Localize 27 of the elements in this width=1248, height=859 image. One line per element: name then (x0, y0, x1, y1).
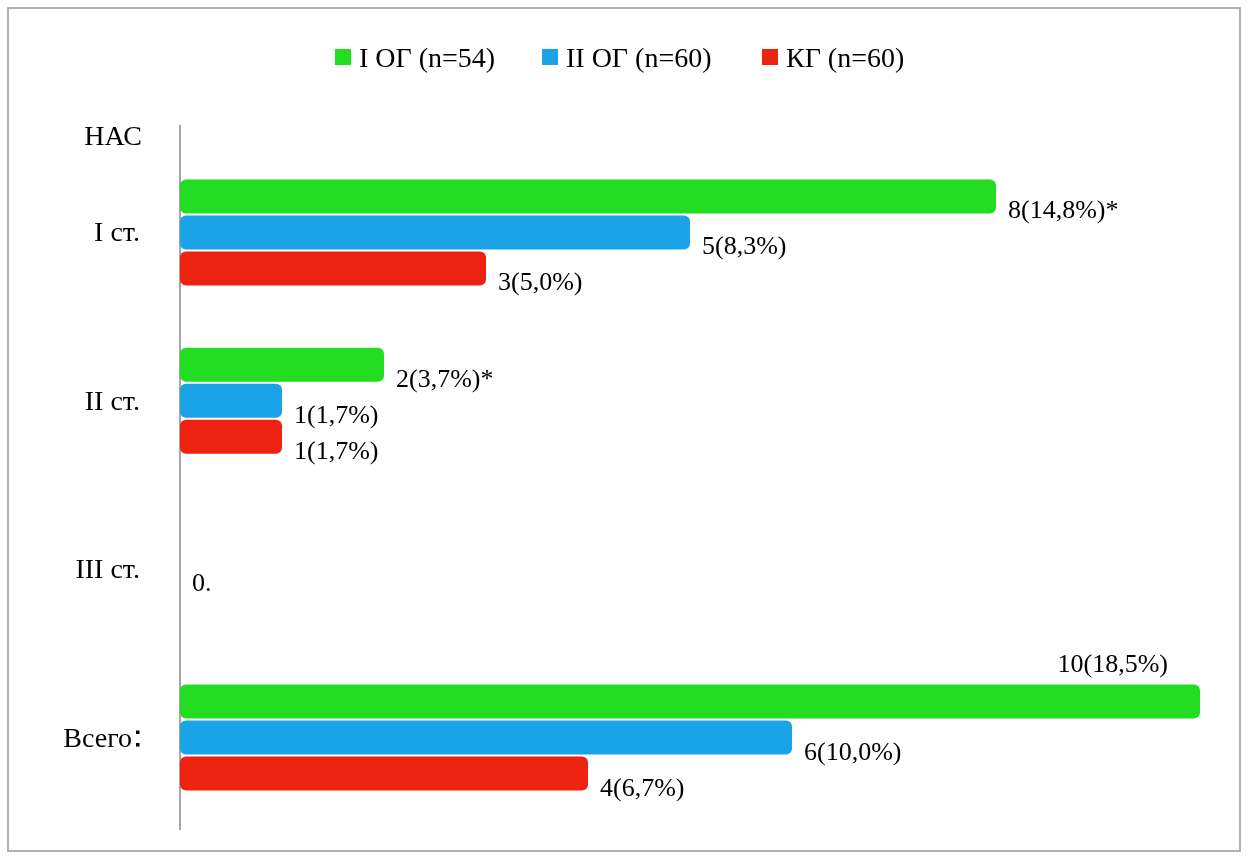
data-label: 0. (192, 568, 212, 598)
y-tick-label: II ст. (84, 384, 140, 416)
data-label: 6(10,0%) (804, 736, 902, 766)
legend-label: II ОГ (n=60) (566, 42, 712, 73)
bar (180, 419, 282, 454)
data-label: 8(14,8%)* (1008, 195, 1119, 225)
bar (180, 383, 282, 418)
data-label: 4(6,7%) (600, 772, 685, 802)
data-label: 1(1,7%) (294, 399, 379, 429)
y-tick-label: I ст. (94, 216, 140, 248)
bar (180, 179, 996, 214)
bar (180, 756, 588, 791)
data-label: 2(3,7%)* (396, 363, 494, 393)
y-axis-title: НАС (84, 120, 142, 151)
legend-label: КГ (n=60) (786, 42, 905, 73)
data-label: 5(8,3%) (702, 231, 787, 261)
bar (180, 347, 384, 382)
y-tick-label: Всего (63, 721, 132, 753)
data-label: 1(1,7%) (294, 435, 379, 465)
bar (180, 684, 1200, 719)
data-label: 3(5,0%) (498, 267, 583, 297)
bar (180, 720, 792, 755)
bar (180, 251, 486, 286)
bar (180, 215, 690, 250)
legend-label: I ОГ (n=54) (359, 42, 496, 73)
y-tick-label: III ст. (75, 553, 140, 585)
data-label: 10(18,5%) (1057, 648, 1168, 678)
